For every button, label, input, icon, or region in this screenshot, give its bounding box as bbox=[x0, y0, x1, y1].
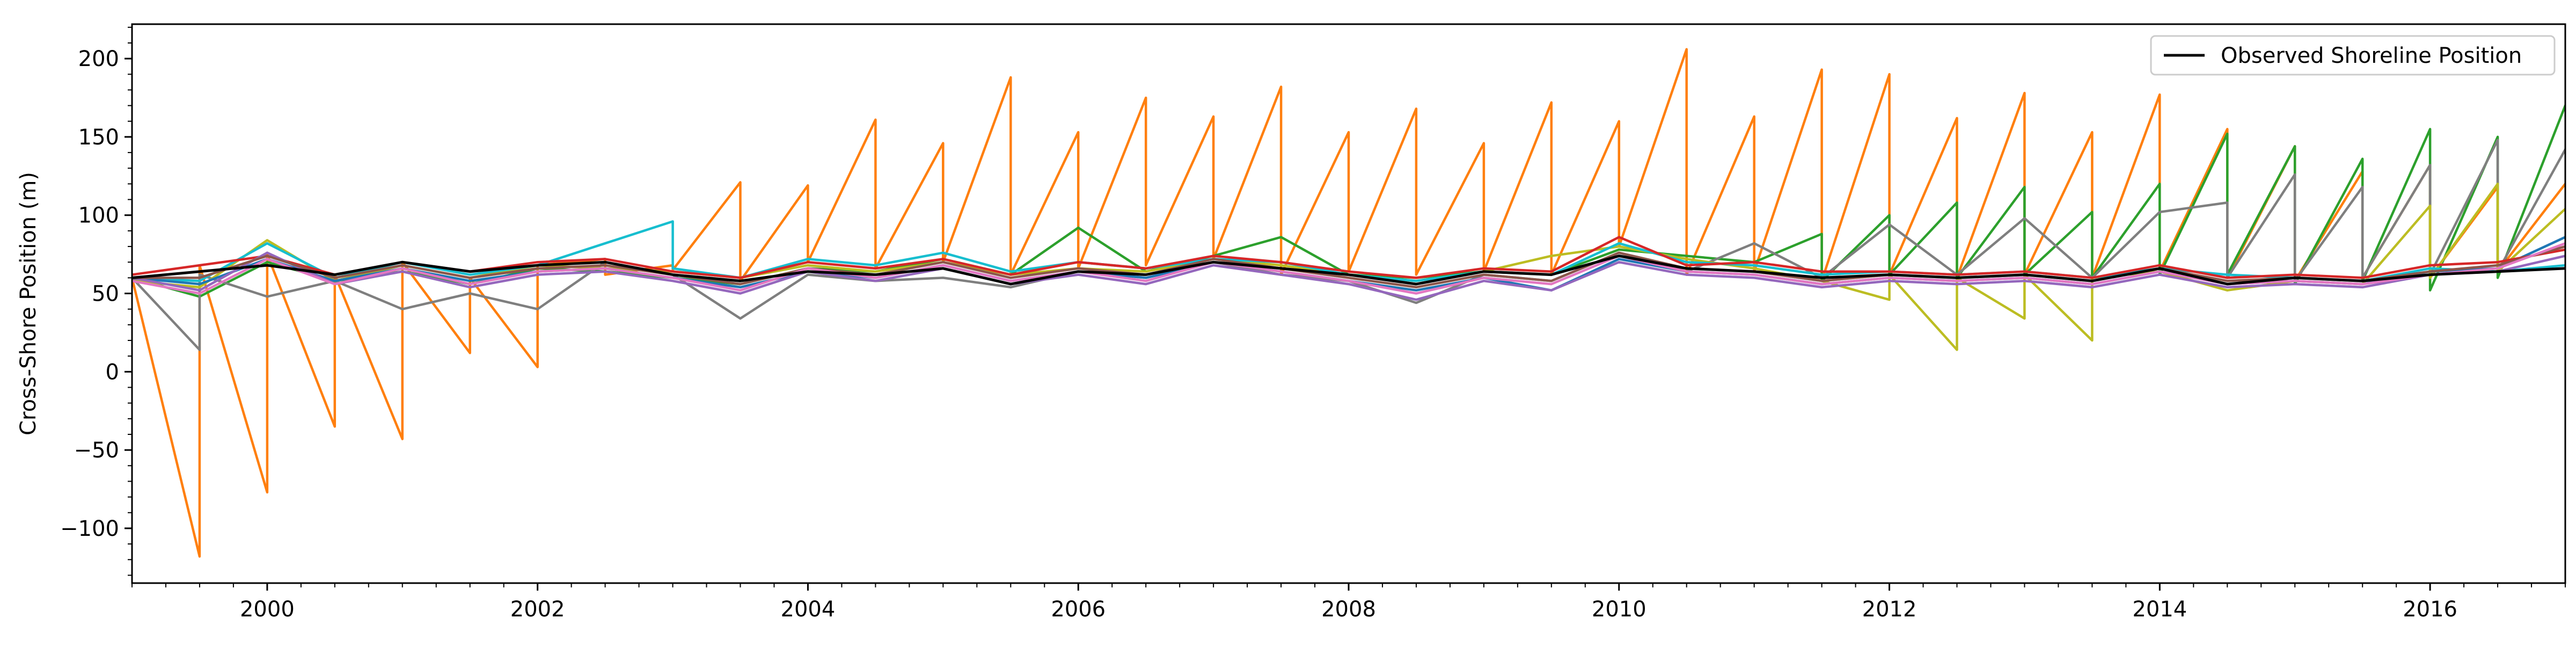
series-line-8 bbox=[132, 251, 2565, 301]
legend: Observed Shoreline Position bbox=[2150, 35, 2556, 76]
series-line-7 bbox=[132, 236, 2565, 279]
y-tick-label: 100 bbox=[78, 203, 119, 228]
legend-box bbox=[2150, 35, 2556, 76]
x-tick-label: 2012 bbox=[1862, 597, 1917, 622]
x-tick-label: 2004 bbox=[781, 597, 836, 622]
x-tick-label: 2016 bbox=[2403, 597, 2457, 622]
series-layer bbox=[132, 48, 2565, 558]
x-tick-label: 2000 bbox=[240, 597, 295, 622]
x-tick-label: 2008 bbox=[1321, 597, 1376, 622]
series-line-10 bbox=[132, 242, 2565, 295]
y-axis-label: Cross-Shore Position (m) bbox=[16, 172, 41, 435]
y-tick-label: 150 bbox=[78, 125, 119, 150]
series-line-observed bbox=[132, 255, 2565, 286]
x-tick-label: 2014 bbox=[2132, 597, 2187, 622]
y-tick-label: 0 bbox=[106, 360, 119, 384]
x-tick-label: 2010 bbox=[1592, 597, 1646, 622]
y-tick-label: −100 bbox=[60, 517, 119, 541]
y-tick-label: 200 bbox=[78, 47, 119, 71]
legend-label: Observed Shoreline Position bbox=[2221, 43, 2522, 68]
y-tick-label: 50 bbox=[92, 282, 119, 307]
x-tick-label: 2006 bbox=[1051, 597, 1106, 622]
y-axis: −100 −50 0 50 100 150 200 bbox=[60, 26, 132, 576]
x-axis: 2000 2002 2004 2006 2008 2010 2012 2014 2016 bbox=[131, 583, 2566, 622]
series-line-1 bbox=[132, 48, 2565, 558]
plot-frame bbox=[131, 23, 2566, 584]
x-tick-label: 2002 bbox=[510, 597, 565, 622]
y-tick-label: −50 bbox=[74, 438, 119, 463]
